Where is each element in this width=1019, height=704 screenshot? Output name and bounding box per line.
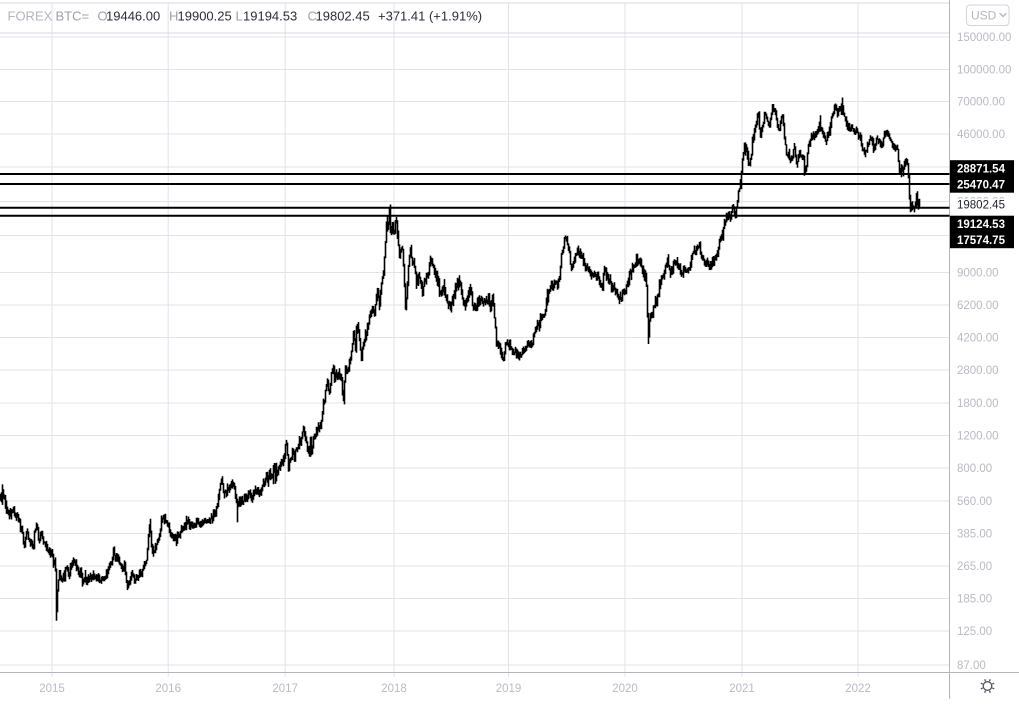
- svg-text:2019: 2019: [496, 683, 522, 695]
- svg-text:2800.00: 2800.00: [957, 365, 999, 377]
- svg-text:4200.00: 4200.00: [957, 333, 999, 345]
- svg-text:2017: 2017: [272, 683, 298, 695]
- svg-text:19194.53: 19194.53: [243, 9, 297, 24]
- svg-text:BTC=: BTC=: [56, 9, 90, 24]
- svg-text:46000.00: 46000.00: [957, 129, 1005, 141]
- svg-text:125.00: 125.00: [957, 626, 992, 638]
- svg-text:19900.25: 19900.25: [178, 9, 232, 24]
- svg-text:185.00: 185.00: [957, 594, 992, 606]
- svg-text:2015: 2015: [39, 683, 65, 695]
- svg-text:560.00: 560.00: [957, 496, 992, 508]
- svg-text:FOREX: FOREX: [8, 9, 53, 24]
- svg-text:2018: 2018: [381, 683, 407, 695]
- svg-text:385.00: 385.00: [957, 529, 992, 541]
- svg-text:19802.45: 19802.45: [316, 9, 370, 24]
- svg-text:2016: 2016: [155, 683, 181, 695]
- svg-text:19124.53: 19124.53: [957, 219, 1005, 231]
- svg-text:19802.45: 19802.45: [957, 200, 1005, 212]
- svg-text:H: H: [169, 9, 178, 24]
- svg-text:O: O: [98, 9, 108, 24]
- svg-text:150000.00: 150000.00: [957, 32, 1011, 44]
- svg-text:19446.00: 19446.00: [106, 9, 160, 24]
- svg-text:87.00: 87.00: [957, 660, 986, 672]
- svg-text:1200.00: 1200.00: [957, 431, 999, 443]
- svg-text:L: L: [236, 9, 243, 24]
- svg-text:6200.00: 6200.00: [957, 300, 999, 312]
- svg-text:28871.54: 28871.54: [957, 164, 1006, 176]
- svg-text:+371.41 (+1.91%): +371.41 (+1.91%): [378, 9, 482, 24]
- svg-text:800.00: 800.00: [957, 463, 992, 475]
- svg-text:70000.00: 70000.00: [957, 97, 1005, 109]
- svg-text:25470.47: 25470.47: [957, 179, 1005, 191]
- svg-text:17574.75: 17574.75: [957, 235, 1006, 247]
- svg-text:2022: 2022: [845, 683, 871, 695]
- svg-text:2020: 2020: [612, 683, 638, 695]
- svg-text:100000.00: 100000.00: [957, 65, 1011, 77]
- svg-text:265.00: 265.00: [957, 561, 992, 573]
- svg-text:2021: 2021: [729, 683, 755, 695]
- svg-text:C: C: [308, 9, 317, 24]
- svg-text:1800.00: 1800.00: [957, 398, 999, 410]
- svg-text:9000.00: 9000.00: [957, 268, 999, 280]
- svg-text:USD: USD: [971, 9, 997, 23]
